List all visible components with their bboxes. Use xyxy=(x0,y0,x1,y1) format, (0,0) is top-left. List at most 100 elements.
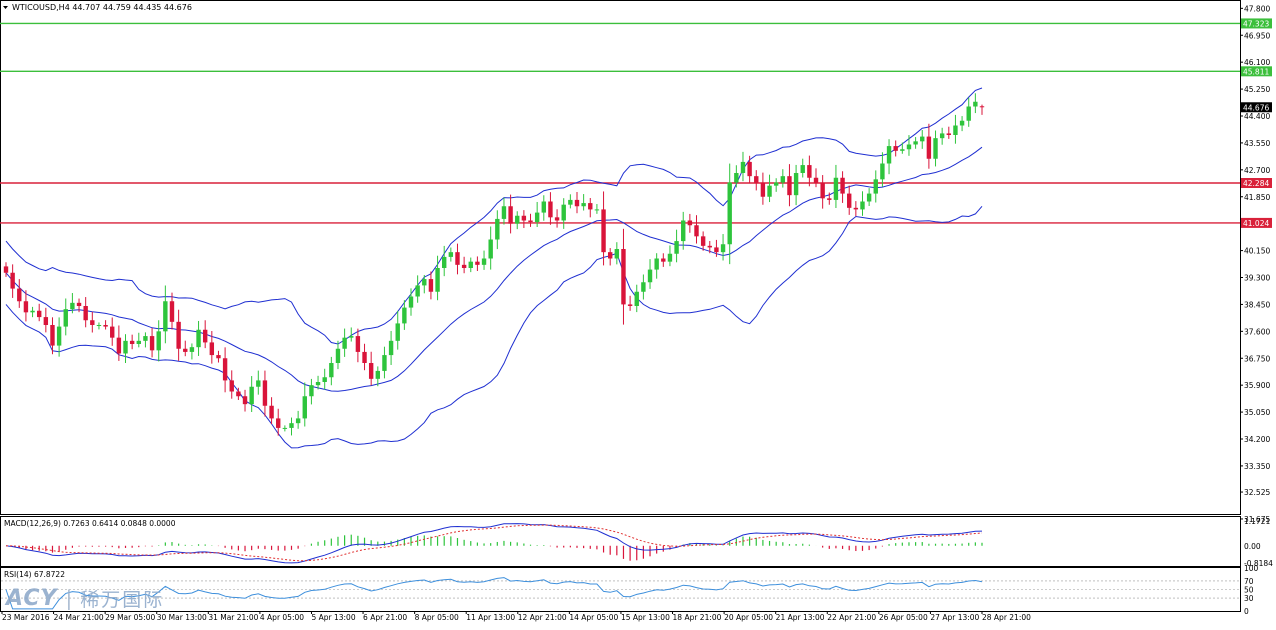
macd-pane-frame xyxy=(0,516,1241,567)
x-tick-label: 6 Apr 21:00 xyxy=(363,613,407,622)
candle-body xyxy=(349,336,354,338)
macd-y-tick-label: 1.1721 xyxy=(1244,517,1270,526)
candle-body xyxy=(17,288,22,302)
candle-body xyxy=(222,358,228,381)
rsi-header: RSI(14) 67.8722 xyxy=(4,570,65,579)
price-level-tag xyxy=(1241,217,1272,228)
candle-body xyxy=(521,215,527,221)
bollinger-upper-band xyxy=(5,87,983,345)
candle-body xyxy=(495,218,500,240)
candle-body xyxy=(461,264,467,268)
candle-body xyxy=(700,236,706,246)
candle-body xyxy=(647,269,653,283)
x-tick-label: 30 Mar 13:00 xyxy=(157,613,207,622)
candle-body xyxy=(468,261,473,268)
candle-body xyxy=(979,106,985,108)
y-tick-label: 31.675 xyxy=(1244,515,1270,524)
candle-body xyxy=(681,220,686,242)
candle-body xyxy=(893,146,898,151)
y-tick-label: 47.800 xyxy=(1244,4,1270,13)
current-price-label: 44.676 xyxy=(1243,103,1269,112)
candle-body xyxy=(621,249,626,305)
candle-body xyxy=(920,136,925,142)
rsi-line xyxy=(5,577,983,610)
candle-body xyxy=(309,385,314,397)
candle-body xyxy=(3,266,9,273)
candle-body xyxy=(554,217,560,221)
broker-logo: ACY | 稀万国际 xyxy=(6,583,164,613)
candle-body xyxy=(302,396,307,419)
candle-body xyxy=(209,342,215,356)
macd-header: MACD(12,26,9) 0.7263 0.6414 0.0848 0.000… xyxy=(4,519,176,528)
x-tick-label: 15 Apr 13:00 xyxy=(621,613,670,622)
candle-body xyxy=(754,176,759,183)
candle-body xyxy=(627,304,633,306)
candle-body xyxy=(847,193,852,208)
price-level-label: 42.284 xyxy=(1243,179,1269,188)
macd-y-tick-label: -0.8184 xyxy=(1244,559,1273,568)
x-tick-label: 28 Apr 21:00 xyxy=(982,613,1031,622)
candle-body xyxy=(196,329,201,348)
y-tick-label: 45.250 xyxy=(1244,85,1270,94)
candle-body xyxy=(853,207,859,210)
candle-body xyxy=(442,256,447,268)
candle-body xyxy=(23,301,29,313)
candle-body xyxy=(435,268,440,292)
x-tick-label: 18 Apr 21:00 xyxy=(673,613,722,622)
candle-body xyxy=(116,337,122,354)
y-tick-label: 32.525 xyxy=(1244,488,1270,497)
candle-body xyxy=(488,239,493,259)
candle-body xyxy=(70,302,75,310)
x-tick-label: 27 Apr 13:00 xyxy=(930,613,979,622)
candle-body xyxy=(216,355,221,359)
candle-body xyxy=(840,177,845,194)
candle-body xyxy=(276,418,281,428)
x-tick-label: 8 Apr 05:00 xyxy=(415,613,459,622)
candle-body xyxy=(269,405,274,419)
candle-body xyxy=(295,418,301,424)
candle-body xyxy=(382,355,387,371)
y-tick-label: 39.300 xyxy=(1244,274,1270,283)
x-tick-label: 22 Apr 21:00 xyxy=(827,613,876,622)
candle-body xyxy=(973,101,978,107)
candle-body xyxy=(661,258,666,262)
candle-body xyxy=(800,165,805,173)
candle-body xyxy=(368,363,374,379)
candle-body xyxy=(56,326,62,346)
candle-body xyxy=(707,245,712,248)
y-tick-label: 46.950 xyxy=(1244,31,1270,40)
candle-body xyxy=(262,380,268,406)
candle-body xyxy=(375,370,381,379)
symbol-dropdown-icon xyxy=(3,6,8,9)
candle-body xyxy=(714,247,719,253)
y-tick-label: 36.750 xyxy=(1244,354,1270,363)
x-tick-label: 29 Mar 05:00 xyxy=(105,613,155,622)
candle-body xyxy=(256,380,261,387)
candle-body xyxy=(694,225,699,237)
candle-body xyxy=(886,146,892,164)
candle-body xyxy=(428,279,434,292)
candle-body xyxy=(667,253,673,262)
price-level-label: 41.024 xyxy=(1243,219,1269,228)
candle-body xyxy=(335,348,341,363)
y-tick-label: 35.050 xyxy=(1244,408,1270,417)
candle-body xyxy=(953,125,958,135)
candle-body xyxy=(163,301,168,332)
candle-body xyxy=(202,329,208,343)
candle-body xyxy=(926,136,932,159)
rsi-y-tick-label: 100 xyxy=(1244,564,1259,573)
x-tick-label: 5 Apr 13:00 xyxy=(311,613,355,622)
candle-body xyxy=(939,133,945,139)
price-level-tag xyxy=(1241,18,1272,29)
candle-body xyxy=(110,326,115,338)
candle-body xyxy=(501,206,507,219)
candle-body xyxy=(880,163,885,180)
rsi-y-tick-label: 0 xyxy=(1244,607,1249,616)
logo-wordmark: ACY xyxy=(6,585,58,611)
candle-body xyxy=(654,258,659,270)
candle-body xyxy=(674,241,679,254)
candle-body xyxy=(946,133,952,135)
rsi-y-tick-label: 50 xyxy=(1244,586,1254,595)
